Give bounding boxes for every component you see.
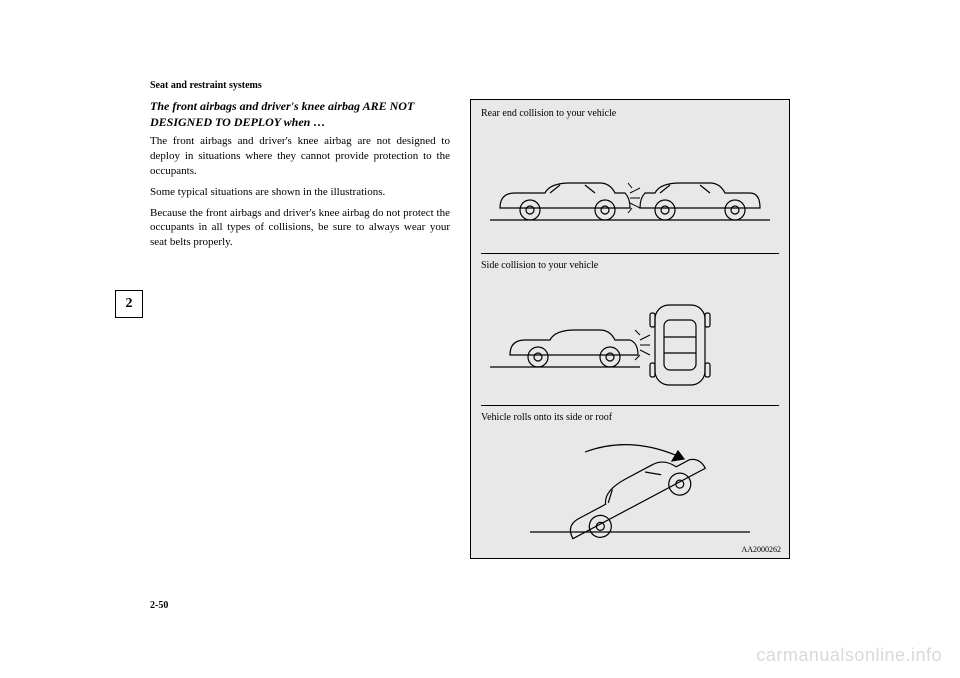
chapter-number: 2 <box>126 296 133 312</box>
figure-id: AA2000262 <box>741 545 781 554</box>
section-header: Seat and restraint systems <box>150 80 810 91</box>
figure-caption-2: Side collision to your vehicle <box>481 260 779 271</box>
figure-column: Rear end collision to your vehicle <box>470 99 790 559</box>
columns: The front airbags and driver's knee airb… <box>150 99 810 559</box>
page-number: 2-50 <box>150 600 168 611</box>
text-column: The front airbags and driver's knee airb… <box>150 99 450 559</box>
paragraph-2: Some typical situations are shown in the… <box>150 185 450 200</box>
rollover-icon <box>490 437 770 547</box>
rear-collision-icon <box>490 138 770 238</box>
figure-caption-1: Rear end collision to your vehicle <box>481 108 779 119</box>
side-collision-icon <box>490 285 770 395</box>
figure-panel-rear-collision <box>481 123 779 254</box>
figure-panel-rollover <box>481 427 779 557</box>
watermark: carmanualsonline.info <box>756 645 942 666</box>
paragraph-1: The front airbags and driver's knee airb… <box>150 134 450 179</box>
page-content: Seat and restraint systems The front air… <box>150 80 810 600</box>
subheading: The front airbags and driver's knee airb… <box>150 99 450 130</box>
figure-panel-side-collision <box>481 275 779 406</box>
figure-caption-3: Vehicle rolls onto its side or roof <box>481 412 779 423</box>
paragraph-3: Because the front airbags and driver's k… <box>150 206 450 251</box>
chapter-tab: 2 <box>115 290 143 318</box>
figure-box: Rear end collision to your vehicle <box>470 99 790 559</box>
